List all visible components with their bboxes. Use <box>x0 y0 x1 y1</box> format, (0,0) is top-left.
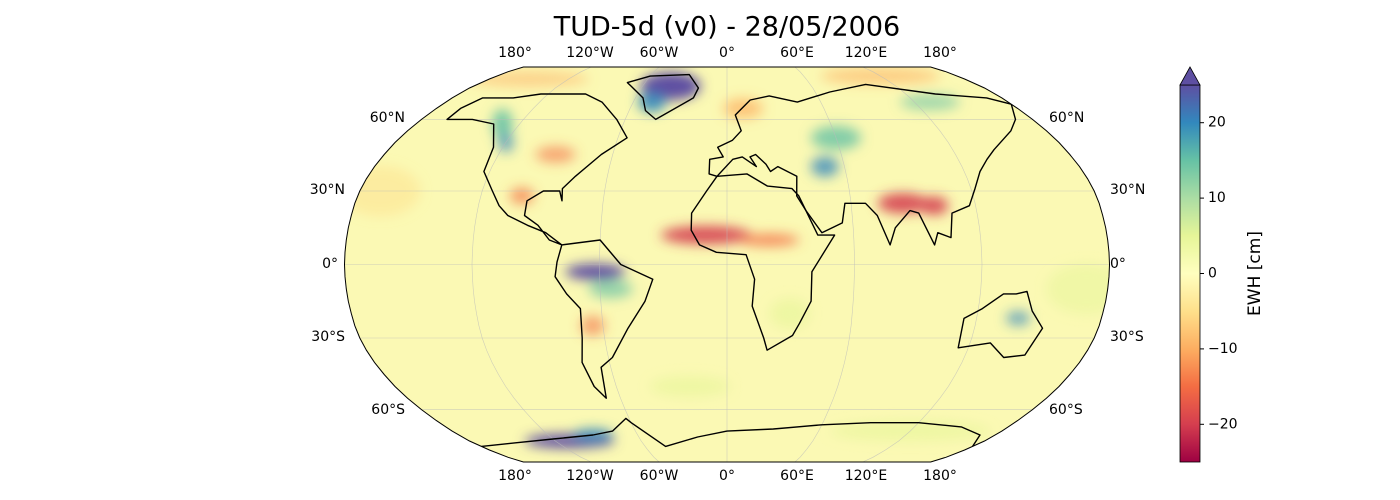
anomaly <box>1006 311 1031 326</box>
map: 180° 180° 120°W 120°W 60°W 60°W 0° 0° 60°E 60°E 12… <box>310 45 1146 484</box>
coastline <box>446 93 628 246</box>
colorbar-tick-label: −20 <box>1208 416 1238 432</box>
lon-label: 60°E <box>780 45 814 61</box>
chart-title: TUD-5d (v0) - 28/05/2006 <box>553 12 900 43</box>
lon-label: 120°W <box>566 45 614 61</box>
anomaly <box>468 70 589 87</box>
anomaly <box>739 234 800 247</box>
colorbar-tick-label: −10 <box>1208 341 1238 357</box>
lon-label: 60°W <box>640 468 679 484</box>
coastline <box>708 83 1017 246</box>
lat-label: 60°S <box>1049 402 1083 418</box>
lon-label: 180° <box>498 468 532 484</box>
anomaly <box>723 98 764 119</box>
anomaly <box>509 187 534 204</box>
coastline <box>690 173 836 351</box>
lat-label: 60°N <box>1049 110 1084 126</box>
anomaly <box>769 298 810 329</box>
colorbar-extend <box>1179 66 1201 86</box>
lon-label: 0° <box>719 468 735 484</box>
lat-label: 60°S <box>371 402 405 418</box>
anomaly <box>588 279 633 298</box>
lon-label: 180° <box>923 45 957 61</box>
anomaly <box>660 226 751 245</box>
map-frame <box>343 66 1111 463</box>
colorbar-tick-label: 0 <box>1208 266 1217 282</box>
coastline <box>554 239 654 399</box>
anomaly <box>900 94 961 111</box>
colorbar-body <box>1179 84 1201 463</box>
lon-label: 120°E <box>845 45 888 61</box>
anomaly <box>877 193 928 214</box>
anomaly <box>565 263 626 280</box>
anomaly <box>492 108 513 139</box>
lon-label: 60°W <box>640 45 679 61</box>
lat-label: 30°N <box>310 182 345 198</box>
anomaly <box>580 315 605 336</box>
colorbar-tick-label: 20 <box>1208 115 1226 131</box>
lat-label: 0° <box>1110 256 1126 272</box>
lon-label: 120°E <box>845 468 888 484</box>
coastline <box>957 290 1044 359</box>
colorbar-tick-label: 10 <box>1208 190 1226 206</box>
lat-label: 30°S <box>1110 329 1144 345</box>
lat-label: 30°S <box>311 329 345 345</box>
lon-label: 180° <box>498 45 532 61</box>
anomaly <box>920 196 949 215</box>
anomaly <box>535 146 576 163</box>
colorbar-label: EWH [cm] <box>1245 231 1265 316</box>
lat-label: 30°N <box>1110 182 1145 198</box>
lon-label: 180° <box>923 468 957 484</box>
coastline <box>481 417 981 448</box>
colorbar: −20 −10 0 10 20 EWH [cm] <box>1179 66 1265 463</box>
lon-label: 120°W <box>566 468 614 484</box>
lon-label: 0° <box>719 45 735 61</box>
lon-label: 60°E <box>780 468 814 484</box>
anomaly <box>650 376 731 397</box>
lat-label: 60°N <box>370 110 405 126</box>
anomaly <box>638 92 667 113</box>
coastline <box>626 73 700 121</box>
anomaly <box>810 156 839 177</box>
lat-label: 0° <box>322 256 338 272</box>
